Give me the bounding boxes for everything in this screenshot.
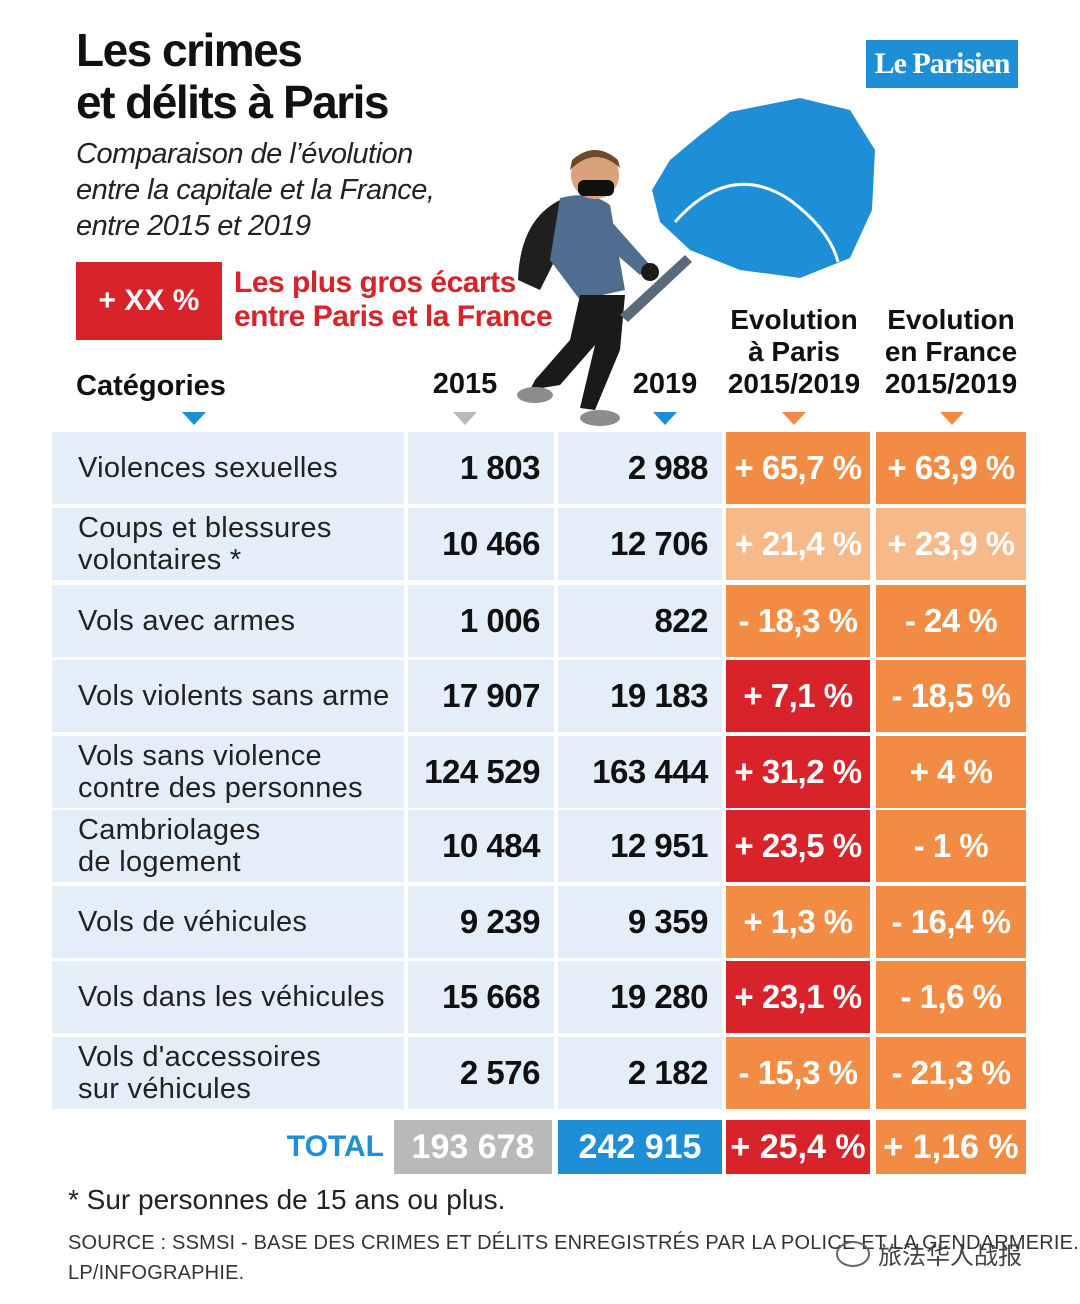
- row-evo-paris: + 23,1 %: [726, 961, 870, 1033]
- row-value-2019: 2 182: [558, 1037, 722, 1109]
- footnote: * Sur personnes de 15 ans ou plus.: [68, 1184, 506, 1215]
- row-value-2019: 19 280: [558, 961, 722, 1033]
- row-category-label: Vols sans violence contre des personnes: [52, 736, 404, 808]
- paris-map-icon: [652, 98, 875, 278]
- legend-swatch: + XX %: [76, 262, 222, 340]
- total-evo-paris: + 25,4 %: [726, 1120, 870, 1174]
- row-evo-paris: - 18,3 %: [726, 585, 870, 657]
- row-value-2015: 9 239: [408, 886, 554, 958]
- header-categories: Catégories: [76, 370, 226, 402]
- row-value-2015: 15 668: [408, 961, 554, 1033]
- row-evo-paris: + 65,7 %: [726, 432, 870, 504]
- row-value-2015: 1 006: [408, 585, 554, 657]
- row-category-label: Violences sexuelles: [52, 432, 404, 504]
- row-evo-paris: + 1,3 %: [726, 886, 870, 958]
- row-value-2019: 822: [558, 585, 722, 657]
- total-label: TOTAL: [286, 1130, 384, 1163]
- 2015-marker: [453, 412, 477, 425]
- total-2015: 193 678: [394, 1120, 552, 1174]
- page-subtitle: Comparaison de l’évolution entre la capi…: [76, 138, 435, 242]
- header-2019: 2019: [632, 368, 698, 400]
- row-evo-paris: + 7,1 %: [726, 660, 870, 732]
- source-credit: SOURCE : SSMSI - BASE DES CRIMES ET DÉLI…: [68, 1232, 1079, 1284]
- row-evo-france: - 16,4 %: [876, 886, 1026, 958]
- row-value-2019: 12 706: [558, 508, 722, 580]
- row-evo-france: - 1,6 %: [876, 961, 1026, 1033]
- row-value-2015: 124 529: [408, 736, 554, 808]
- row-value-2015: 10 484: [408, 810, 554, 882]
- categories-marker: [182, 412, 206, 425]
- row-evo-paris: + 21,4 %: [726, 508, 870, 580]
- header-evo-france: Evolution en France 2015/2019: [884, 304, 1018, 399]
- row-value-2015: 10 466: [408, 508, 554, 580]
- row-evo-paris: + 23,5 %: [726, 810, 870, 882]
- 2019-marker: [653, 412, 677, 425]
- row-category-label: Vols d'accessoires sur véhicules: [52, 1037, 404, 1109]
- row-value-2019: 9 359: [558, 886, 722, 958]
- legend-text: Les plus gros écarts entre Paris et la F…: [234, 266, 553, 333]
- watermark-text: 旅法华人战报: [878, 1243, 1022, 1270]
- row-evo-paris: - 15,3 %: [726, 1037, 870, 1109]
- burglar-figure: [517, 150, 692, 426]
- row-evo-france: - 18,5 %: [876, 660, 1026, 732]
- row-category-label: Vols de véhicules: [52, 886, 404, 958]
- row-category-label: Vols avec armes: [52, 585, 404, 657]
- header-2015: 2015: [432, 368, 498, 400]
- total-evo-france: + 1,16 %: [876, 1120, 1026, 1174]
- row-evo-france: + 4 %: [876, 736, 1026, 808]
- row-evo-paris: + 31,2 %: [726, 736, 870, 808]
- row-value-2015: 2 576: [408, 1037, 554, 1109]
- row-value-2019: 163 444: [558, 736, 722, 808]
- row-value-2019: 12 951: [558, 810, 722, 882]
- evo-paris-marker: [782, 412, 806, 425]
- burglar-illustration: [517, 98, 875, 426]
- row-category-label: Cambriolages de logement: [52, 810, 404, 882]
- row-value-2019: 19 183: [558, 660, 722, 732]
- row-category-label: Vols dans les véhicules: [52, 961, 404, 1033]
- row-value-2015: 1 803: [408, 432, 554, 504]
- row-value-2015: 17 907: [408, 660, 554, 732]
- row-category-label: Coups et blessures volontaires *: [52, 508, 404, 580]
- wechat-icon: [836, 1240, 870, 1267]
- row-evo-france: - 21,3 %: [876, 1037, 1026, 1109]
- row-evo-france: - 1 %: [876, 810, 1026, 882]
- row-evo-france: - 24 %: [876, 585, 1026, 657]
- watermark: 旅法华人战报: [836, 1236, 1022, 1271]
- header-evo-paris: Evolution à Paris 2015/2019: [727, 304, 861, 399]
- row-evo-france: + 63,9 %: [876, 432, 1026, 504]
- row-evo-france: + 23,9 %: [876, 508, 1026, 580]
- evo-france-marker: [940, 412, 964, 425]
- row-category-label: Vols violents sans arme: [52, 660, 404, 732]
- page-title: Les crimes et délits à Paris: [76, 24, 390, 128]
- row-value-2019: 2 988: [558, 432, 722, 504]
- le-parisien-logo: Le Parisien: [866, 40, 1018, 88]
- total-2019: 242 915: [558, 1120, 722, 1174]
